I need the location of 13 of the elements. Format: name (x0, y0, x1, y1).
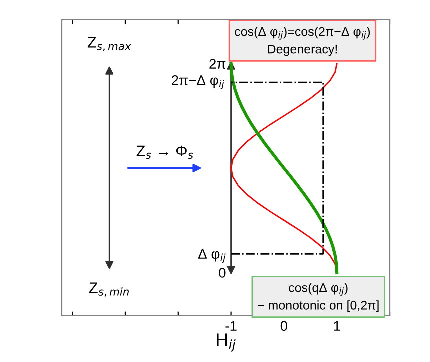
annotation: cos(qΔ φ$_{ij}$) − monotonic on [0,2π] (258, 283, 379, 312)
x-tick-label: 0 (280, 321, 288, 332)
annotation: 2π−Δ φ$_{ij}$ (172, 76, 224, 90)
x-tick-label: -1 (226, 321, 237, 331)
y-tick-label: 2π (210, 59, 226, 69)
annotation: Z$_{s}$ → Φ$_{s}$ (136, 146, 194, 160)
y-tick-label: 0 (219, 268, 226, 278)
annotation: Z$_{s,min}$ (89, 282, 129, 297)
x-axis-title: H$_{ij}$ (217, 334, 236, 352)
y-tick-label: Δ φ$_{ij}$ (198, 249, 226, 264)
text: cos(Δ φ$_{ij}$)=cos(2π−Δ φ$_{ij}$) Degeneracy! (235, 27, 370, 56)
x-tick-label: 1 (334, 321, 340, 331)
annotation: Z$_{s,max}$ (88, 37, 132, 52)
